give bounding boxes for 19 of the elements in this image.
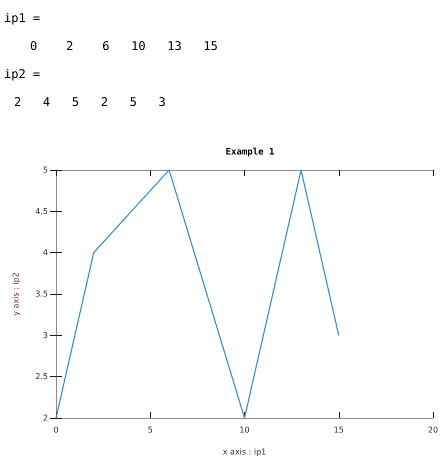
x-axis-title: x axis : ip1 [222, 448, 266, 456]
y-tick-label: 2 [42, 414, 48, 422]
y-tick-label: 3.5 [35, 290, 48, 298]
x-tick-label: 0 [53, 426, 59, 434]
text: 2 4 5 2 5 3 [14, 95, 166, 109]
x-tick-label: 10 [239, 426, 250, 434]
x-tick-label: 15 [334, 426, 344, 434]
y-tick-label: 2.5 [35, 372, 48, 382]
text: ip2 = [4, 67, 40, 81]
y-axis-title: y axis : ip2 [12, 272, 20, 316]
chart-title: Example 1 [226, 148, 274, 158]
y-tick-label: 4.5 [35, 206, 48, 216]
x-tick-label: 20 [428, 426, 438, 434]
x-tick-label: 5 [148, 426, 153, 434]
y-tick-label: 4 [42, 248, 48, 258]
y-tick-label: 3 [42, 330, 48, 340]
y-tick-label: 5 [42, 166, 48, 174]
text: 0 2 6 10 13 15 [30, 39, 218, 53]
text: ip1 = [4, 11, 40, 25]
